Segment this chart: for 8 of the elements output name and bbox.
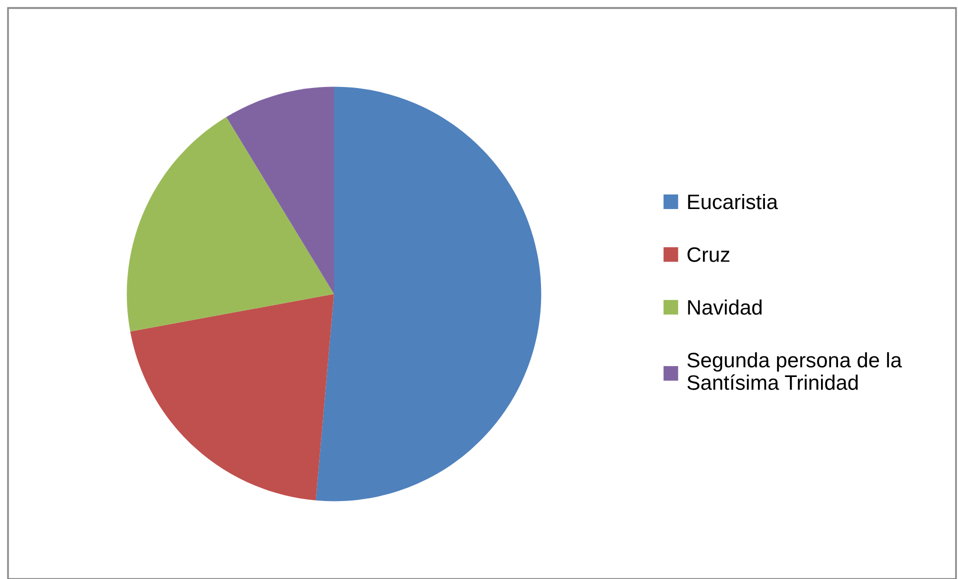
pie-slice <box>130 294 334 500</box>
pie-slice <box>316 86 542 502</box>
pie-slice <box>126 116 334 332</box>
legend-label: Segunda persona de la Santísima Trinidad <box>687 352 902 390</box>
legend-label: Cruz <box>688 247 730 262</box>
pie-slice <box>226 86 334 294</box>
legend-label: Eucaristia <box>688 194 778 210</box>
legend-label: Navidad <box>688 299 762 315</box>
